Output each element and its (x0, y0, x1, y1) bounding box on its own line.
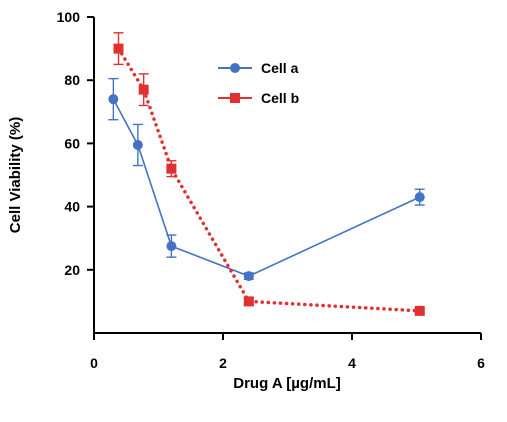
legend-marker-cell-a (230, 63, 240, 73)
y-tick-label: 100 (57, 9, 81, 25)
x-ticks: 0 2 4 6 (90, 333, 485, 371)
data-point (243, 296, 254, 307)
y-tick-label: 80 (64, 72, 80, 88)
legend-label-cell-a: Cell a (261, 60, 299, 76)
data-point (113, 43, 124, 54)
y-tick-label: 40 (64, 199, 80, 215)
data-point (138, 84, 149, 95)
series-line-cell-b (116, 46, 422, 313)
data-point (132, 139, 143, 150)
legend: Cell a Cell b (218, 60, 299, 106)
x-tick-label: 6 (477, 355, 485, 371)
data-point (414, 192, 425, 203)
data-point (243, 271, 254, 282)
y-axis-title: Cell Viability (%) (7, 117, 24, 233)
y-ticks: 20 40 60 80 100 (57, 9, 94, 278)
series-layer (108, 32, 425, 316)
y-tick-label: 60 (64, 135, 80, 151)
y-tick-label: 20 (64, 262, 80, 278)
series-cell-a (108, 77, 425, 282)
x-tick-label: 0 (90, 355, 98, 371)
data-point (166, 241, 177, 252)
legend-label-cell-b: Cell b (261, 90, 299, 106)
data-point (108, 94, 119, 105)
x-tick-label: 2 (219, 355, 227, 371)
x-axis-title: Drug A [µg/mL] (233, 375, 341, 392)
data-point (166, 163, 177, 174)
data-point (414, 305, 425, 316)
series-line-cell-a (112, 98, 421, 277)
legend-marker-cell-b (230, 93, 240, 103)
legend-item-cell-b: Cell b (218, 90, 299, 106)
x-tick-label: 4 (348, 355, 356, 371)
series-cell-b (113, 32, 425, 316)
axes (93, 17, 481, 334)
legend-item-cell-a: Cell a (218, 60, 299, 76)
